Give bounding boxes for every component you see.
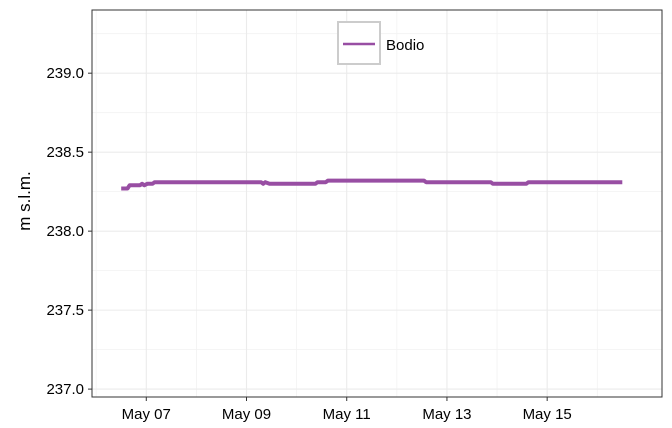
plot-panel [92, 10, 662, 397]
x-tick-label: May 15 [523, 406, 572, 423]
x-tick-label: May 13 [422, 406, 471, 423]
series-layer [121, 178, 623, 191]
x-tick-label: May 11 [323, 406, 371, 423]
y-tick-label: 239.0 [46, 65, 84, 82]
y-tick-label: 237.0 [46, 381, 84, 398]
series-line-bodio [121, 178, 623, 191]
y-tick-label: 238.0 [46, 223, 84, 240]
legend-label-bodio: Bodio [386, 37, 424, 54]
legend: Bodio [337, 21, 424, 65]
grid [92, 10, 662, 397]
x-tick-label: May 07 [122, 406, 171, 423]
y-tick-label: 237.5 [46, 302, 84, 319]
x-tick-label: May 09 [222, 406, 271, 423]
x-axis: May 07 May 09 May 11 May 13 May 15 [122, 397, 572, 423]
y-axis: 237.0 237.5 238.0 238.5 239.0 [46, 65, 92, 398]
y-axis-title: m s.l.m. [15, 171, 34, 231]
y-tick-label: 238.5 [46, 144, 84, 161]
plot-border [91, 9, 663, 398]
